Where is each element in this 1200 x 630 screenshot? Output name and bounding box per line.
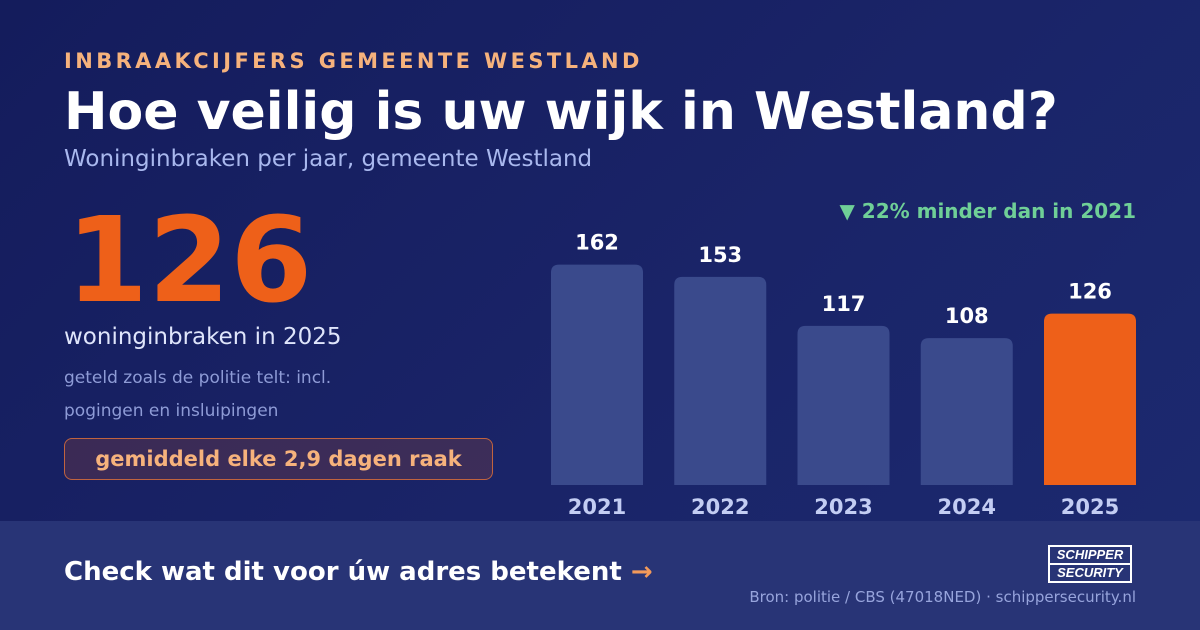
change-indicator: ▼ 22% minder dan in 2021 [839, 199, 1136, 223]
value-label-2022: 153 [698, 243, 742, 267]
arrow-right-icon: → [630, 557, 653, 587]
page-subtitle: Woninginbraken per jaar, gemeente Westla… [64, 146, 593, 172]
tick-label-2021: 2021 [568, 495, 626, 519]
highlight-number: 126 [66, 191, 313, 329]
value-label-2024: 108 [945, 304, 989, 328]
logo-line-1: SCHIPPER [1056, 547, 1124, 562]
source-note: Bron: politie / CBS (47018NED) · schippe… [749, 588, 1136, 606]
value-label-2023: 117 [822, 292, 866, 316]
tick-label-2022: 2022 [691, 495, 749, 519]
company-logo: SCHIPPER SECURITY [1048, 545, 1132, 583]
page-title: Hoe veilig is uw wijk in Westland? [64, 82, 1058, 142]
eyebrow-label: INBRAAKCIJFERS GEMEENTE WESTLAND [64, 49, 643, 73]
bar-2021 [551, 264, 643, 485]
footer-band [0, 521, 1200, 630]
bar-2022 [674, 276, 767, 485]
value-label-2021: 162 [575, 231, 619, 255]
bar-2023 [797, 325, 890, 485]
cta-label: Check wat dit voor úw adres betekent [64, 557, 622, 587]
tick-label-2024: 2024 [938, 495, 996, 519]
frequency-pill: gemiddeld elke 2,9 dagen raak [64, 438, 493, 480]
cta-link[interactable]: Check wat dit voor úw adres betekent → [64, 557, 653, 587]
bar-2024 [920, 338, 1013, 485]
logo-line-2: SECURITY [1050, 563, 1130, 581]
counting-note: geteld zoals de politie telt: incl. pogi… [64, 368, 332, 421]
tick-label-2025: 2025 [1061, 495, 1119, 519]
bar-2025 [1044, 313, 1136, 485]
tick-label-2023: 2023 [814, 495, 872, 519]
value-label-2025: 126 [1068, 280, 1112, 304]
highlight-caption: woninginbraken in 2025 [64, 324, 342, 350]
